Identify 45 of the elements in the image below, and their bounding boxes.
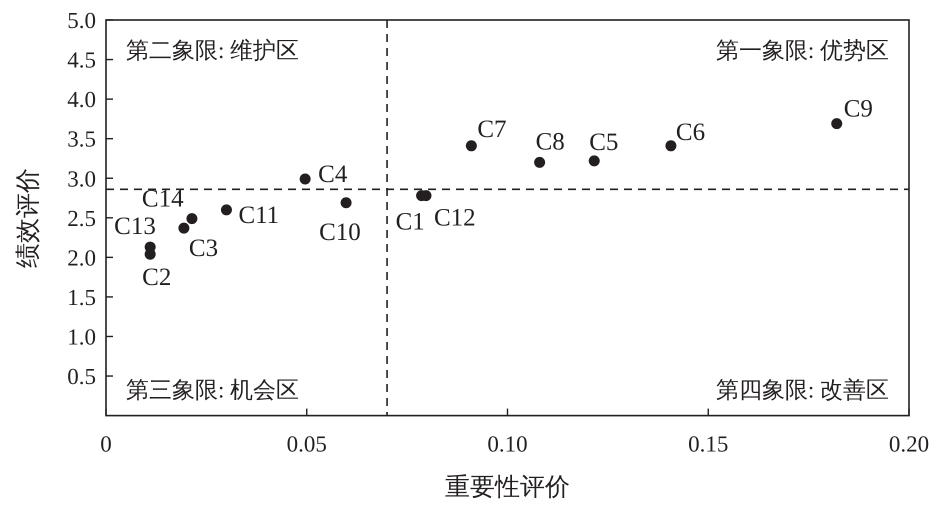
y-tick-label: 1.5	[67, 284, 96, 310]
y-axis-title: 绩效评价	[15, 168, 42, 268]
y-tick-label: 4.5	[67, 48, 96, 73]
point	[588, 155, 600, 166]
point	[534, 156, 546, 168]
annotation: 第三象限: 机会区	[126, 378, 300, 403]
y-tick-label: 2.5	[67, 206, 96, 231]
point	[186, 213, 198, 224]
point	[665, 140, 676, 152]
x-tick-label: 0.10	[487, 432, 528, 457]
y-tick-label: 0.5	[67, 364, 96, 390]
x-tick-label: 0.05	[286, 432, 327, 457]
point	[178, 222, 190, 234]
data-label: C7	[477, 116, 507, 143]
x-tick-label: 0.20	[888, 432, 930, 457]
x-axis-title: 重要性评价	[445, 474, 570, 501]
data-label: C11	[238, 202, 280, 229]
x-tick-label: 0.15	[688, 432, 728, 457]
data-label: C13	[114, 213, 156, 240]
data-label: C3	[188, 235, 218, 262]
y-tick-label: 4.0	[67, 87, 96, 112]
data-label: C4	[318, 161, 348, 188]
data-label: C5	[589, 128, 618, 156]
y-tick-label: 2.0	[67, 245, 96, 270]
x-tick-label: 0	[100, 432, 112, 457]
data-label: C12	[434, 204, 476, 232]
point	[340, 197, 352, 208]
y-tick-label: 3.5	[67, 126, 96, 152]
data-label: C1	[396, 208, 425, 236]
data-label: C14	[142, 186, 184, 213]
point	[831, 118, 842, 130]
annotation: 第二象限: 维护区	[126, 38, 300, 63]
y-tick-label: 5.0	[67, 8, 96, 34]
annotation: 第四象限: 改善区	[716, 378, 889, 403]
data-label: C8	[536, 128, 565, 156]
point	[300, 174, 311, 185]
y-tick-label: 1.0	[67, 324, 96, 350]
data-label: C10	[319, 218, 361, 246]
point	[466, 140, 477, 152]
data-label: C6	[676, 118, 706, 146]
data-label: C9	[844, 96, 873, 123]
annotation: 第一象限: 优势区	[716, 38, 889, 63]
point	[220, 204, 232, 216]
y-tick-label: 3.0	[67, 166, 96, 192]
data-label: C2	[142, 264, 172, 292]
